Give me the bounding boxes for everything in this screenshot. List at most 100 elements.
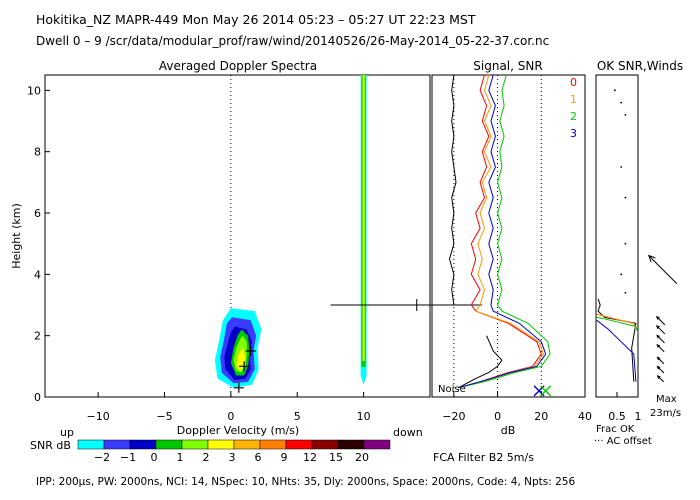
spectra-xlabel: Doppler Velocity (m/s) (177, 424, 299, 437)
snr-colorbar: −2 −1 0 1 2 3 6 9 12 15 20 (77, 439, 391, 464)
spectra-up-label: up (60, 426, 74, 439)
snr-series-noise (448, 74, 476, 306)
colorbar-swatch (155, 439, 183, 450)
footer-params: IPP: 200μs, PW: 2000ns, NCI: 14, NSpec: … (36, 476, 575, 488)
colorbar-tick-label: 20 (355, 451, 369, 464)
snr-series-1 (458, 74, 545, 389)
snr-series-3 (458, 74, 547, 389)
velocity-marker (233, 382, 244, 393)
spectra-ylabel: Height (km) (10, 203, 23, 269)
colorbar-tick-label: −1 (120, 451, 136, 464)
clutter-band-tip (360, 375, 367, 385)
colorbar-tick-label: 2 (203, 451, 210, 464)
wind-arrow (656, 365, 665, 374)
snr-xtick-label: −20 (442, 410, 465, 423)
header-dwell: Dwell 0 – 9 /scr/data/modular_prof/raw/w… (36, 34, 549, 48)
wind-dot (620, 101, 623, 104)
spectra-xtick-label: −5 (156, 410, 172, 423)
snr-title: Signal, SNR (473, 59, 542, 73)
filter-label: FCA Filter B2 5m/s (433, 451, 534, 464)
colorbar-tick-label: 6 (255, 451, 262, 464)
wind-dot (614, 89, 616, 92)
legend-entry-0: 0 (570, 76, 577, 89)
colorbar-tick-label: −2 (94, 451, 110, 464)
legend-entry-2: 2 (570, 110, 577, 123)
spectra-xtick-label: 0 (227, 410, 234, 423)
colorbar-tick-label: 15 (329, 451, 343, 464)
frac-plot: 0 1 2 3 0.5 1 (570, 76, 678, 423)
wind-arrow (656, 334, 665, 344)
colorbar-swatch (363, 439, 391, 450)
snr-series-0 (458, 74, 542, 389)
snr-xlabel: dB (501, 424, 516, 437)
spectra-ytick-label: 0 (34, 391, 41, 404)
colorbar-swatch (337, 439, 365, 450)
snr-x-marker (540, 385, 552, 397)
frac-title: OK SNR,Winds (597, 59, 683, 73)
colorbar-swatch (285, 439, 313, 450)
snr-plot: −20 0 20 40 (442, 74, 592, 423)
spectra-xtick-label: 10 (357, 410, 371, 423)
colorbar-label: SNR dB (30, 439, 71, 452)
wind-arrow (647, 254, 678, 284)
frac-xtick-label: 0.5 (608, 410, 626, 423)
colorbar-swatch (181, 439, 209, 450)
spectra-ytick-label: 8 (34, 146, 41, 159)
snr-series-noise-low (457, 335, 503, 389)
spectra-title: Averaged Doppler Spectra (159, 59, 317, 73)
frac-series-3 (596, 319, 637, 382)
snr-panel-frame (431, 74, 586, 398)
spectra-xtick-label: 5 (294, 410, 301, 423)
wind-arrow (655, 325, 666, 335)
header-title: Hokitika_NZ MAPR-449 Mon May 26 2014 05:… (36, 12, 476, 27)
snr-xtick-label: 20 (534, 410, 548, 423)
spectra-ytick-label: 2 (34, 330, 41, 343)
ac-offset-note: ··· AC offset (594, 436, 652, 447)
colorbar-swatch (259, 439, 287, 450)
wind-arrow (656, 356, 665, 365)
noise-label: Noise (438, 384, 466, 395)
max-label: Max (656, 394, 677, 405)
legend-entry-1: 1 (570, 93, 577, 106)
spectra-ytick-label: 6 (34, 207, 41, 220)
colorbar-swatch (129, 439, 157, 450)
wind-dot (624, 291, 627, 294)
wind-arrow (656, 343, 665, 353)
spectra-down-label: down (393, 426, 423, 439)
colorbar-swatch (311, 439, 339, 450)
colorbar-tick-label: 0 (151, 451, 158, 464)
clutter-band-core (362, 75, 365, 361)
wind-dot (624, 113, 627, 116)
velocity-marker (239, 361, 250, 372)
colorbar-tick-label: 9 (281, 451, 288, 464)
spectrum-contour-5 (236, 347, 246, 371)
wind-dot (620, 166, 623, 168)
max-value: 23m/s (650, 408, 681, 419)
velocity-marker (245, 346, 256, 356)
spectra-xtick-label: −10 (86, 410, 109, 423)
wind-arrow (656, 375, 664, 383)
wind-arrow (655, 315, 666, 326)
spectra-ytick-label: 4 (34, 268, 41, 281)
snr-series-2 (458, 74, 551, 389)
colorbar-tick-label: 12 (303, 451, 317, 464)
wind-dot (624, 196, 627, 199)
colorbar-swatch (207, 439, 235, 450)
frac-series-2 (596, 316, 639, 333)
wind-dot (624, 242, 627, 245)
colorbar-tick-label: 3 (229, 451, 236, 464)
spectra-plot: 0 2 4 6 8 10 −10 −5 0 5 10 (27, 75, 482, 423)
colorbar-swatch (77, 439, 105, 450)
frac-xtick-label: 1 (635, 410, 642, 423)
wind-dot (620, 273, 623, 276)
frac-xlabel: Frac OK (596, 424, 635, 435)
spectra-panel-frame (44, 74, 431, 398)
snr-xtick-label: 40 (578, 410, 592, 423)
legend-entry-3: 3 (570, 127, 577, 140)
spectra-ytick-label: 10 (27, 84, 41, 97)
colorbar-tick-label: 1 (177, 451, 184, 464)
frac-series-black (597, 298, 637, 382)
colorbar-swatch (103, 439, 131, 450)
snr-xtick-label: 0 (494, 410, 501, 423)
